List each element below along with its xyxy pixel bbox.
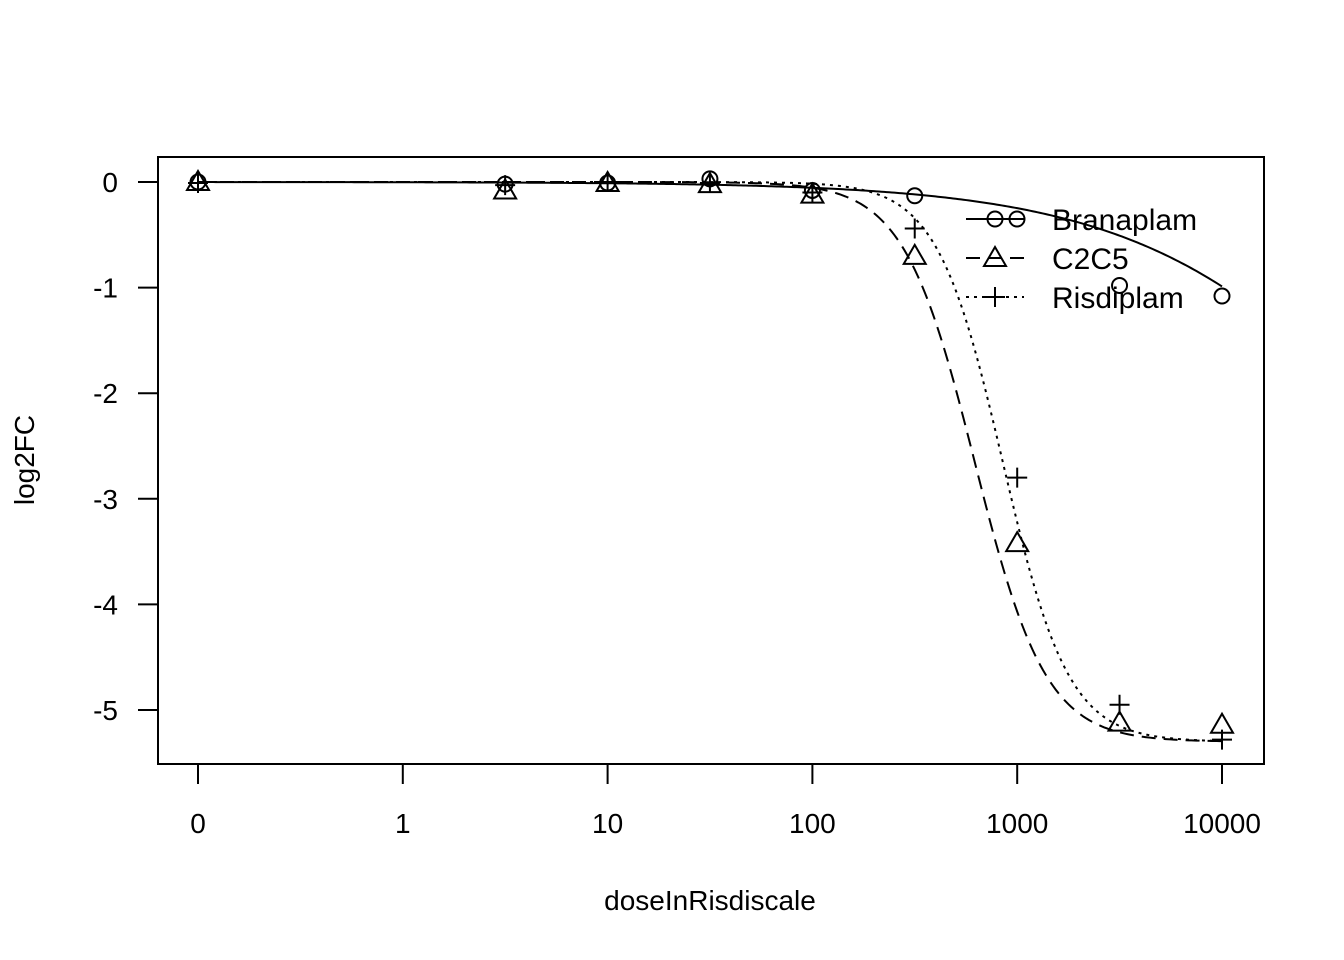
y-tick-label: -3 (93, 484, 118, 515)
x-axis-title: doseInRisdiscale (604, 885, 816, 916)
data-point-risdiplam (1212, 729, 1232, 750)
legend-marker-branaplam (1008, 210, 1026, 228)
data-point-risdiplam (495, 175, 516, 196)
data-point-risdiplam (904, 218, 925, 239)
y-axis: 0 -1 -2 -3 -4 -5 (93, 167, 159, 726)
data-point-c2c5 (492, 177, 518, 200)
y-tick-label: -1 (93, 273, 118, 304)
legend-label-c2c5: C2C5 (1052, 243, 1129, 276)
x-tick-label: 1000 (986, 808, 1048, 839)
data-point-branaplam (1213, 287, 1231, 305)
y-tick-label: -5 (93, 695, 118, 726)
data-point-risdiplam (1109, 694, 1130, 715)
data-point-risdiplam (1007, 467, 1028, 488)
x-tick-label: 0 (190, 808, 206, 839)
data-point-risdiplam (188, 173, 208, 194)
data-point-c2c5 (1004, 530, 1030, 553)
data-points (185, 169, 1235, 750)
data-point-risdiplam (802, 182, 823, 203)
data-point-branaplam (906, 187, 924, 205)
y-axis-title: log2FC (9, 415, 40, 505)
x-tick-label: 1 (395, 808, 411, 839)
legend: Branaplam C2C5 Risdiplam (966, 204, 1197, 315)
data-point-c2c5 (1106, 709, 1133, 732)
legend-label-branaplam: Branaplam (1052, 204, 1197, 237)
data-point-branaplam (1111, 276, 1129, 294)
legend-marker-risdiplam (985, 287, 1005, 307)
legend-marker-branaplam (986, 210, 1004, 228)
x-tick-label: 10000 (1183, 808, 1261, 839)
y-tick-label: -4 (93, 589, 118, 620)
legend-marker-c2c5 (982, 245, 1008, 267)
data-point-c2c5 (902, 242, 928, 265)
data-point-risdiplam (597, 172, 618, 192)
y-tick-label: 0 (102, 167, 118, 198)
x-tick-label: 10 (592, 808, 623, 839)
x-tick-label: 100 (789, 808, 836, 839)
x-axis: 0 1 10 100 1000 10000 (190, 763, 1261, 839)
data-point-risdiplam (699, 173, 720, 194)
y-tick-label: -2 (93, 378, 118, 409)
legend-label-risdiplam: Risdiplam (1052, 282, 1184, 315)
